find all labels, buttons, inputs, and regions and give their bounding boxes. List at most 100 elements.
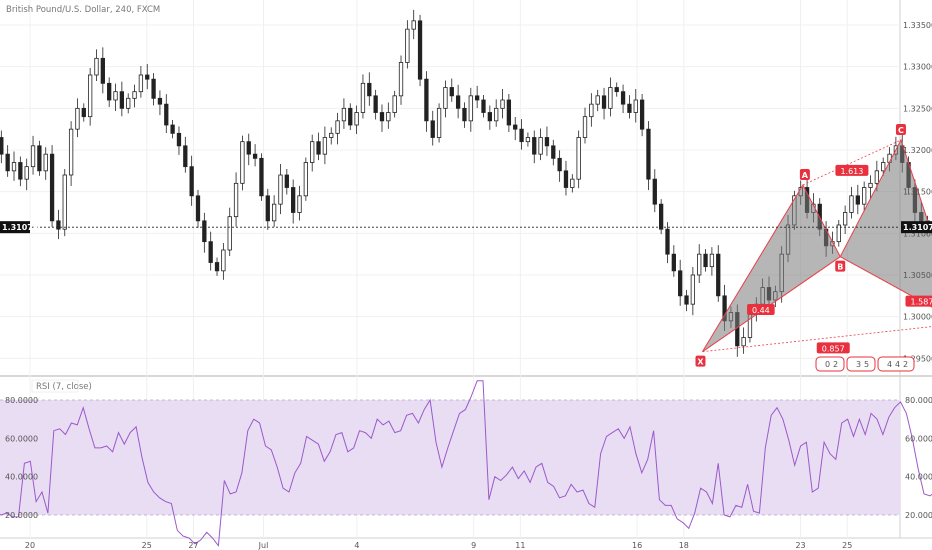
candle-body-113 [709, 253, 715, 268]
price-axis[interactable]: 1.33500 1.33000 1.32500 1.32000 1.31500 1.310… [0, 21, 932, 363]
price-tick-label-7: 1.30000 [903, 313, 932, 322]
time-tick-label-3: Jul [258, 541, 269, 550]
legend-badge-value-2-0: 4 [887, 360, 892, 369]
rsi-tick-right-3: 20.0000 [905, 511, 932, 520]
time-tick-label-7: 16 [632, 541, 642, 550]
candle-body-70 [436, 107, 442, 138]
candle-body-21 [126, 97, 131, 109]
candle-body-22 [132, 91, 137, 99]
pattern-point-box-c [895, 124, 906, 135]
rsi-line [0, 380, 932, 548]
rsi-title-box[interactable] [31, 379, 79, 393]
legend-badge-1 [846, 356, 876, 372]
chart-title: British Pound/U.S. Dollar, 240, FXCM [6, 5, 160, 15]
candle-body-32 [195, 195, 201, 222]
rsi-tick-right-1: 60.0000 [905, 434, 932, 443]
time-axis[interactable]: 202527Jul49111618232530Aug [25, 541, 932, 550]
candle-body-41 [252, 153, 258, 159]
candle-body-36 [221, 249, 226, 272]
time-tick-label-8: 18 [679, 541, 689, 550]
candle-body-90 [563, 170, 569, 188]
candle-body-25 [151, 78, 156, 99]
price-tick-label-1: 1.33000 [903, 63, 932, 72]
pattern-ratio-box-3 [747, 304, 775, 315]
candle-body-89 [557, 157, 562, 172]
time-tick-label-1: 25 [142, 541, 152, 550]
candle-body-13 [75, 107, 80, 130]
pattern-point-x: X [697, 358, 704, 367]
time-tick-label-0: 20 [25, 541, 35, 550]
candle-body-82 [513, 124, 518, 130]
candle-body-27 [164, 103, 169, 126]
candle-body-62 [386, 112, 391, 122]
candle-body-101 [633, 99, 638, 113]
candle-body-98 [614, 87, 619, 93]
candle-body-96 [601, 95, 607, 109]
price-pane[interactable] [0, 0, 900, 375]
time-tick-label-2: 27 [188, 541, 198, 550]
candle-body-65 [405, 28, 410, 63]
candle-body-64 [398, 62, 404, 97]
candle-body-114 [716, 253, 721, 297]
candle-body-74 [462, 107, 467, 122]
candle-body-66 [411, 20, 416, 30]
candle-body-95 [595, 95, 600, 105]
candle-body-16 [94, 57, 99, 76]
candle-body-72 [449, 87, 454, 97]
rsi-tick-left-3: 20.0000 [5, 511, 38, 520]
candle-body-44 [271, 203, 277, 222]
candle-body-137 [862, 187, 867, 205]
candle-body-118 [741, 337, 746, 347]
candle-body-111 [697, 253, 702, 276]
time-tick-label-6: 11 [515, 541, 525, 550]
pattern-ratio-0: 1.613 [840, 167, 863, 176]
time-tick-label-9: 23 [795, 541, 805, 550]
pattern-line-ac [802, 139, 902, 186]
current-price-tag-left [0, 221, 30, 234]
candle-body-15 [87, 74, 93, 118]
candle-body-77 [481, 99, 486, 113]
candle-body-86 [538, 137, 543, 155]
candle-body-105 [658, 203, 664, 230]
price-tick-label-8: 1.29500 [903, 354, 932, 363]
candle-body-38 [233, 182, 239, 218]
candle-body-136 [855, 195, 860, 205]
rsi-tick-left-1: 60.0000 [5, 434, 38, 443]
candle-body-23 [138, 74, 144, 93]
candle-body-61 [379, 112, 385, 122]
price-tick-label-3: 1.32000 [903, 146, 932, 155]
price-tick-label-0: 1.33500 [903, 21, 932, 30]
candle-body-55 [341, 107, 347, 122]
candle-body-48 [297, 195, 302, 213]
candle-body-14 [81, 107, 86, 118]
candle-body-59 [367, 82, 372, 97]
candle-body-63 [392, 95, 397, 113]
candle-body-19 [113, 91, 118, 101]
pattern-point-c: C [898, 126, 904, 135]
candle-body-138 [868, 182, 873, 188]
rsi-tick-right-0: 80.0000 [905, 396, 932, 405]
legend-badge-value-1-0: 3 [856, 360, 861, 369]
candle-body-26 [157, 97, 163, 105]
candle-body-56 [348, 107, 353, 126]
time-tick-label-4: 4 [354, 541, 359, 550]
rsi-axis[interactable]: 80.0000 80.0000 60.0000 60.0000 40.0000 40.00… [5, 396, 932, 520]
candle-body-37 [227, 216, 232, 251]
candle-body-53 [329, 132, 334, 138]
candle-body-104 [652, 178, 657, 205]
pattern-point-box-b [835, 260, 846, 272]
current-price-tag-right [901, 221, 932, 234]
candle-body-17 [100, 57, 105, 84]
candle-body-135 [849, 195, 854, 213]
legend-badge-2 [877, 356, 915, 372]
candle-body-28 [170, 124, 175, 134]
candle-body-84 [525, 137, 531, 143]
candle-body-47 [291, 187, 296, 213]
legend-badge-0 [815, 356, 845, 372]
pattern-ratio-box-1 [905, 295, 932, 307]
candle-body-1 [0, 137, 4, 155]
candle-body-9 [49, 153, 55, 222]
